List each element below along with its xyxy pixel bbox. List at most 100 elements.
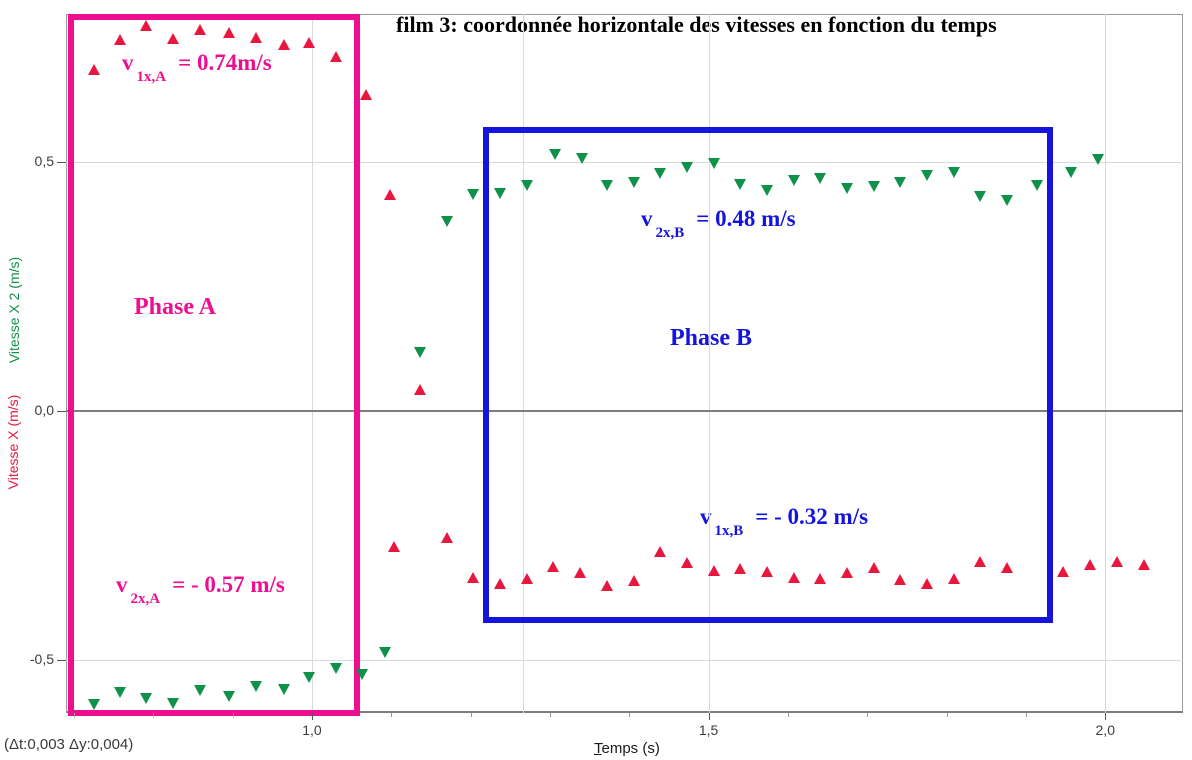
y-tick-label: -0,5 (29, 651, 54, 668)
data-point-vitesse-x (601, 579, 614, 591)
data-point-vitesse-x (814, 572, 827, 584)
data-point-vitesse-x (359, 89, 372, 101)
x-tick-label: 2,0 (1095, 722, 1115, 738)
data-point-vitesse-x (867, 562, 880, 574)
data-point-vitesse-x (493, 577, 506, 589)
annotation-subscript: 2x,B (655, 225, 685, 241)
data-point-vitesse-x2 (223, 690, 236, 702)
data-point-vitesse-x (708, 565, 721, 576)
data-point-vitesse-x2 (278, 683, 291, 695)
data-point-vitesse-x2 (440, 215, 453, 227)
y-tick-label: 0,0 (34, 402, 54, 419)
data-point-vitesse-x2 (893, 177, 906, 189)
data-point-vitesse-x (947, 572, 960, 584)
x-tick-mark (1105, 713, 1107, 720)
annotation-value: = - 0.32 m/s (755, 504, 869, 529)
data-point-vitesse-x2 (378, 646, 391, 658)
data-point-vitesse-x (547, 561, 560, 573)
x-minor-tick-mark (232, 713, 234, 717)
x-tick-mark (311, 713, 313, 720)
data-point-vitesse-x2 (947, 167, 960, 179)
data-point-vitesse-x2 (548, 148, 561, 160)
data-point-vitesse-x (920, 577, 933, 589)
data-point-vitesse-x (329, 51, 342, 63)
data-point-vitesse-x2 (520, 180, 533, 192)
data-point-vitesse-x2 (1092, 154, 1105, 166)
x-minor-tick-mark (629, 713, 631, 717)
x-tick-label: 1,5 (698, 722, 719, 738)
y-tick-mark (57, 411, 66, 413)
annotation-v2xB[interactable]: v2x,B = 0.48 m/s (641, 206, 796, 241)
y-tick-mark (57, 660, 66, 662)
x-minor-tick-mark (549, 713, 551, 717)
data-point-vitesse-x2 (788, 175, 801, 187)
data-point-vitesse-x2 (413, 347, 426, 359)
data-point-vitesse-x (413, 384, 426, 396)
data-point-vitesse-x2 (302, 671, 315, 683)
status-readout: (Δt:0,003 Δy:0,004) (4, 736, 134, 753)
horizontal-gridline (66, 660, 1183, 662)
data-point-vitesse-x (973, 556, 986, 568)
data-point-vitesse-x (893, 573, 906, 585)
data-point-vitesse-x (761, 566, 774, 577)
y-tick-mark (57, 161, 66, 163)
vertical-gridline (708, 14, 710, 713)
annotation-v2xA[interactable]: v2x,A = - 0.57 m/s (116, 572, 285, 607)
y-tick-label: 0,5 (34, 152, 54, 169)
data-point-vitesse-x2 (867, 181, 880, 193)
data-point-vitesse-x (440, 531, 453, 543)
data-point-vitesse-x (223, 27, 236, 39)
annotation-subscript: 2x,A (130, 591, 161, 607)
x-minor-tick-mark (867, 713, 869, 717)
x-axis-label[interactable]: Temps (s) (594, 740, 660, 757)
data-point-vitesse-x (654, 546, 667, 558)
data-point-vitesse-x2 (194, 684, 207, 696)
x-minor-tick-mark (1025, 713, 1027, 717)
annotation-phase-a[interactable]: Phase A (134, 294, 217, 320)
data-point-vitesse-x2 (466, 189, 479, 201)
data-point-vitesse-x2 (1000, 195, 1013, 207)
data-point-vitesse-x2 (761, 185, 774, 197)
data-point-vitesse-x (788, 571, 801, 583)
phase-selection-box-b[interactable] (483, 127, 1053, 623)
data-point-vitesse-x (1084, 558, 1097, 570)
data-point-vitesse-x2 (628, 177, 641, 189)
annotation-symbol: v (700, 504, 712, 529)
x-tick-label: 1,0 (302, 722, 322, 738)
data-point-vitesse-x (167, 33, 180, 45)
data-point-vitesse-x (278, 39, 291, 51)
data-point-vitesse-x (520, 572, 533, 584)
horizontal-gridline (66, 161, 1183, 163)
data-point-vitesse-x (302, 37, 315, 49)
annotation-v1xA[interactable]: v1x,A = 0.74m/s (122, 50, 272, 85)
annotation-v1xB[interactable]: v1x,B = - 0.32 m/s (700, 504, 869, 539)
data-point-vitesse-x (387, 540, 400, 552)
data-point-vitesse-x2 (814, 173, 827, 185)
annotation-symbol: v (116, 572, 128, 597)
plot-frame (66, 14, 1183, 713)
data-point-vitesse-x2 (329, 662, 342, 674)
phase-selection-box-a[interactable] (67, 14, 361, 716)
data-point-vitesse-x2 (601, 180, 614, 192)
data-point-vitesse-x2 (167, 697, 180, 709)
data-point-vitesse-x2 (493, 187, 506, 199)
annotation-symbol: v (641, 206, 653, 231)
x-minor-tick-mark (73, 713, 75, 717)
vertical-gridline (1105, 14, 1107, 713)
annotation-symbol: v (122, 50, 134, 75)
data-point-vitesse-x2 (1065, 167, 1078, 179)
annotation-subscript: 1x,A (136, 69, 167, 85)
data-point-vitesse-x2 (140, 692, 153, 704)
data-point-vitesse-x (140, 20, 153, 32)
x-minor-tick-mark (787, 713, 789, 717)
annotation-phase-b[interactable]: Phase B (670, 325, 753, 351)
data-point-vitesse-x2 (681, 162, 694, 174)
data-point-vitesse-x2 (575, 153, 588, 165)
data-point-vitesse-x (113, 34, 126, 46)
data-point-vitesse-x (574, 567, 587, 578)
data-point-vitesse-x (466, 571, 479, 583)
data-point-vitesse-x (628, 574, 641, 586)
x-minor-tick-mark (153, 713, 155, 717)
